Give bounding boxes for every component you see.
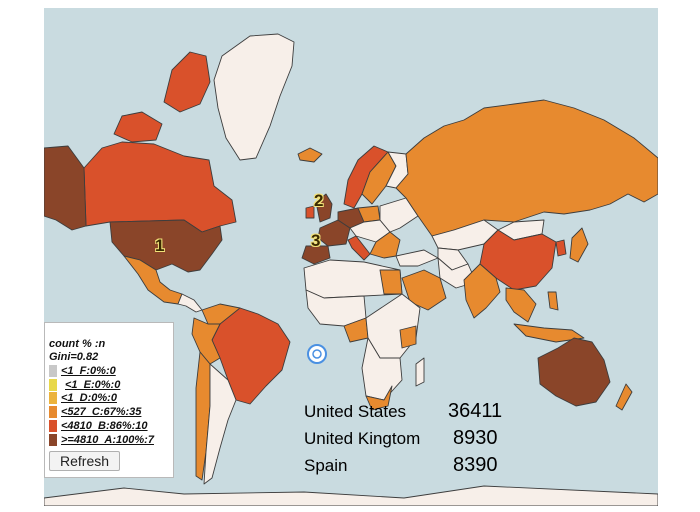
stat-country: United Kingtom xyxy=(304,429,421,448)
country-japan[interactable] xyxy=(569,227,589,263)
country-korea[interactable] xyxy=(555,239,567,257)
stat-value: 8390 xyxy=(453,454,498,476)
country-spain[interactable] xyxy=(301,245,331,265)
legend-item-label[interactable]: <1_E:0%:0 xyxy=(65,378,121,391)
country-india[interactable] xyxy=(463,263,501,319)
country-philippines[interactable] xyxy=(547,291,559,311)
rank-marker-1: 1 xyxy=(155,236,165,255)
legend-item-label[interactable]: <1_D:0%:0 xyxy=(61,392,117,405)
legend-item[interactable]: <527_C:67%:35 xyxy=(49,405,173,419)
legend-item[interactable]: >=4810_A:100%:7 xyxy=(49,433,173,447)
legend-item[interactable]: <1_E:0%:0 xyxy=(49,378,173,392)
legend-gini: Gini=0.82 xyxy=(49,351,99,363)
legend-swatch xyxy=(49,392,57,405)
map-canvas[interactable] xyxy=(44,8,658,506)
country-turkey[interactable] xyxy=(395,249,439,267)
legend-items: <1_F:0%:0 <1_E:0%:0 <1_D:0%:0 <527_C:67%… xyxy=(49,364,173,447)
country-canada[interactable] xyxy=(83,141,237,233)
country-australia[interactable] xyxy=(537,337,611,407)
country-ireland[interactable] xyxy=(305,205,315,219)
country-south-africa[interactable] xyxy=(365,385,393,411)
country-russia[interactable] xyxy=(395,99,658,237)
country-peru[interactable] xyxy=(191,317,221,365)
legend-item-label[interactable]: <527_C:67%:35 xyxy=(61,406,142,419)
legend-item[interactable]: <1_F:0%:0 xyxy=(49,364,173,378)
country-egypt[interactable] xyxy=(379,269,403,295)
region-antarctica[interactable] xyxy=(44,485,658,506)
legend-item-label[interactable]: <4810_B:86%:10 xyxy=(61,420,148,433)
refresh-button[interactable]: Refresh xyxy=(49,450,121,471)
legend-item[interactable]: <4810_B:86%:10 xyxy=(49,419,173,433)
legend-item[interactable]: <1_D:0%:0 xyxy=(49,392,173,406)
country-greenland[interactable] xyxy=(213,33,295,161)
stat-value: 36411 xyxy=(448,400,503,422)
country-southern-africa[interactable] xyxy=(361,337,403,401)
legend-item-label[interactable]: >=4810_A:100%:7 xyxy=(61,433,154,446)
legend-panel: count % :n Gini=0.82 <1_F:0%:0 <1_E:0%:0… xyxy=(44,322,174,478)
legend-swatch xyxy=(49,364,57,377)
legend-swatch xyxy=(49,420,57,433)
country-united-kingdom[interactable] xyxy=(315,193,333,223)
rank-marker-3: 3 xyxy=(311,231,321,250)
country-alaska[interactable] xyxy=(44,145,87,231)
legend-swatch xyxy=(49,433,57,446)
legend-header: count % :n xyxy=(49,338,106,350)
country-canada-arctic-2[interactable] xyxy=(163,51,211,113)
country-kenya[interactable] xyxy=(399,325,417,349)
country-southeast-asia[interactable] xyxy=(505,287,537,323)
stat-country: Spain xyxy=(304,456,348,475)
country-iceland[interactable] xyxy=(297,147,323,163)
rank-marker-2: 2 xyxy=(314,191,324,210)
legend-swatch xyxy=(49,378,57,391)
stat-value: 8930 xyxy=(453,427,498,449)
stat-country: United States xyxy=(304,402,407,421)
country-canada-arctic[interactable] xyxy=(113,111,163,143)
country-new-zealand[interactable] xyxy=(615,383,633,411)
un-emblem-icon xyxy=(307,344,327,364)
country-central-america[interactable] xyxy=(177,293,203,313)
country-italy[interactable] xyxy=(347,235,371,261)
country-madagascar[interactable] xyxy=(415,357,425,387)
country-argentina[interactable] xyxy=(203,363,237,485)
legend-item-label[interactable]: <1_F:0%:0 xyxy=(61,364,116,377)
legend-swatch xyxy=(49,406,57,419)
country-indonesia[interactable] xyxy=(513,323,585,343)
